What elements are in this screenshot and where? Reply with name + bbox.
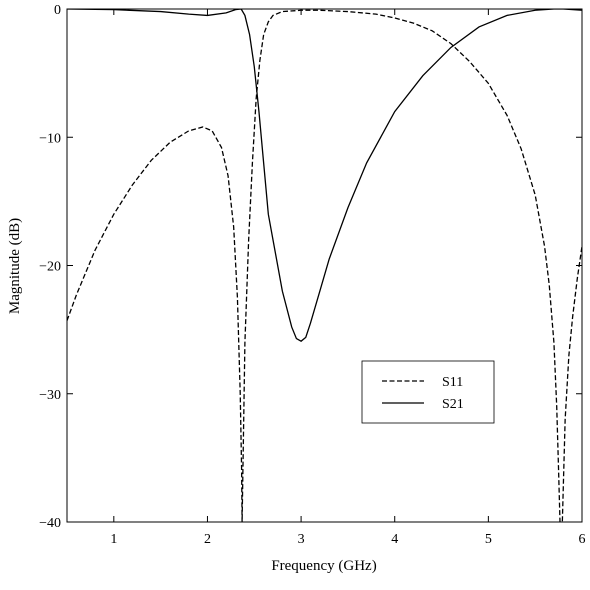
series-line-s21 — [67, 9, 582, 342]
x-tick-label: 3 — [298, 532, 305, 547]
x-tick-label: 6 — [579, 532, 586, 547]
legend-label-s21: S21 — [442, 397, 464, 412]
x-tick-label: 1 — [110, 532, 117, 547]
series-line-s11 — [67, 9, 582, 522]
x-tick-label: 4 — [391, 532, 398, 547]
x-axis-label: Frequency (GHz) — [271, 558, 376, 574]
y-tick-label: −40 — [39, 516, 61, 531]
y-tick-label: −30 — [39, 388, 61, 403]
legend-box — [361, 360, 495, 424]
y-tick-label: −10 — [39, 131, 61, 146]
y-axis-label: Magnitude (dB) — [7, 218, 23, 314]
y-tick-label: 0 — [54, 3, 61, 18]
x-tick-label: 5 — [485, 532, 492, 547]
legend-label-s11: S11 — [442, 375, 463, 390]
x-tick-labels: 1 2 3 4 5 6 — [110, 532, 585, 547]
y-tick-labels: 0 −10 −20 −30 −40 — [39, 3, 61, 531]
tick-marks — [67, 8, 583, 523]
plot-frame — [66, 8, 583, 523]
x-tick-label: 2 — [204, 532, 211, 547]
y-tick-label: −20 — [39, 260, 61, 275]
plot-elements — [66, 8, 583, 523]
